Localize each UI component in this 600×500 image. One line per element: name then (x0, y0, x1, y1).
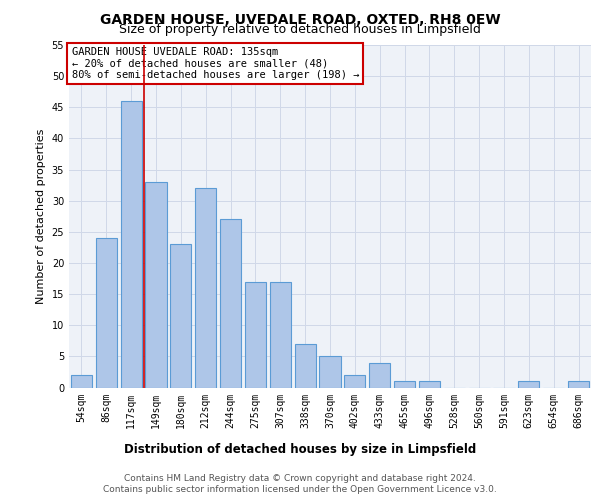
Bar (369, 362, 390, 388)
Text: Contains public sector information licensed under the Open Government Licence v3: Contains public sector information licen… (103, 485, 497, 494)
Bar (568, 382, 589, 388)
Text: GARDEN HOUSE, UVEDALE ROAD, OXTED, RH8 0EW: GARDEN HOUSE, UVEDALE ROAD, OXTED, RH8 0… (100, 12, 500, 26)
Bar (71, 375, 92, 388)
Text: Distribution of detached houses by size in Limpsfield: Distribution of detached houses by size … (124, 442, 476, 456)
Text: GARDEN HOUSE UVEDALE ROAD: 135sqm
← 20% of detached houses are smaller (48)
80% : GARDEN HOUSE UVEDALE ROAD: 135sqm ← 20% … (71, 46, 359, 80)
Text: Size of property relative to detached houses in Limpsfield: Size of property relative to detached ho… (119, 24, 481, 36)
Bar (220, 220, 241, 388)
Y-axis label: Number of detached properties: Number of detached properties (36, 128, 46, 304)
Bar (518, 382, 539, 388)
Bar (394, 382, 415, 388)
Bar (245, 282, 266, 388)
Bar (344, 375, 365, 388)
Bar (195, 188, 216, 388)
Text: Contains HM Land Registry data © Crown copyright and database right 2024.: Contains HM Land Registry data © Crown c… (124, 474, 476, 483)
Bar (419, 382, 440, 388)
Bar (96, 238, 117, 388)
Bar (145, 182, 167, 388)
Bar (121, 101, 142, 388)
Bar (170, 244, 191, 388)
Bar (295, 344, 316, 388)
Bar (270, 282, 291, 388)
Bar (319, 356, 341, 388)
